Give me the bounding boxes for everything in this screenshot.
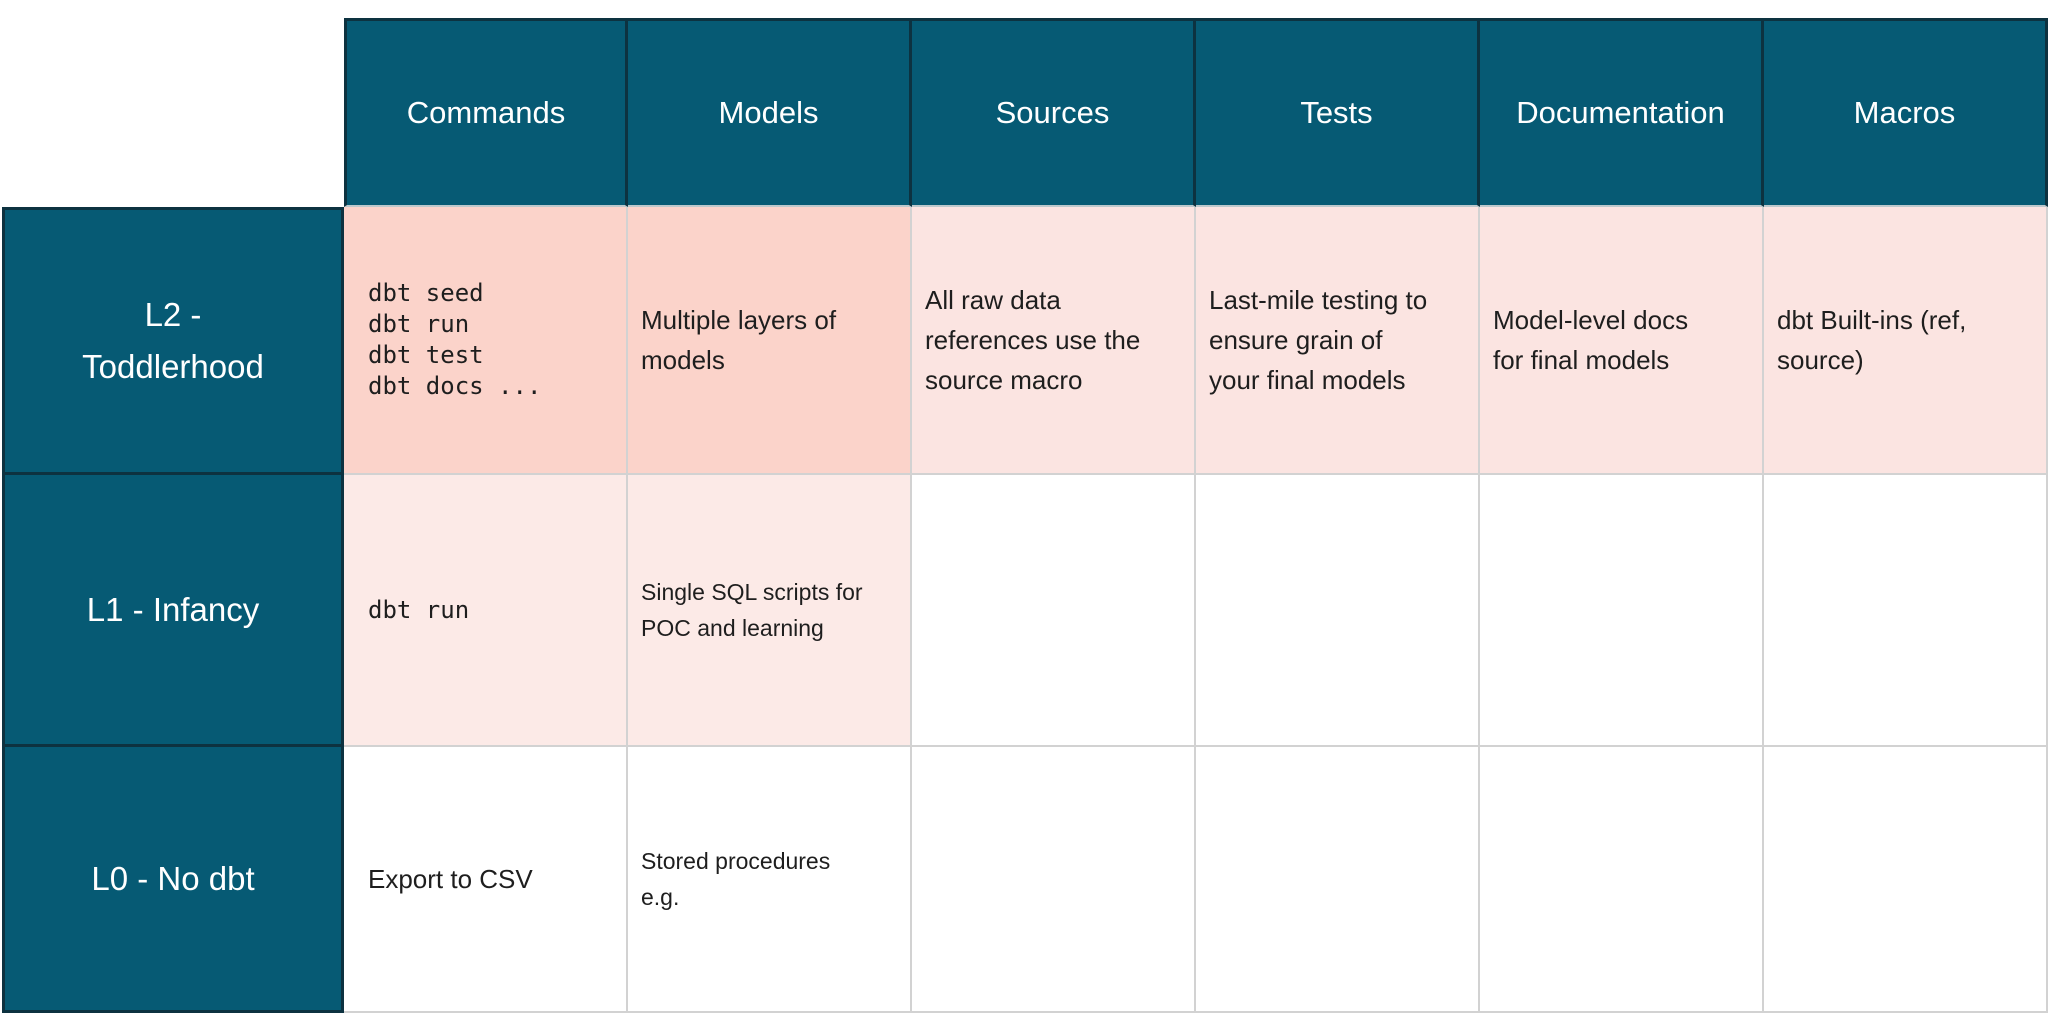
cell-text-line: Model-level docs: [1493, 305, 1689, 335]
cell-l1-macros: [1764, 475, 2048, 747]
cell-text-line: POC and learning: [641, 615, 824, 641]
cell-l2-documentation: Model-level docs for final models: [1480, 207, 1764, 475]
cell-text-line: ensure grain of: [1209, 325, 1383, 355]
cell-text-line: dbt run: [368, 310, 470, 338]
cell-text-line: e.g.: [641, 884, 680, 910]
cell-l1-documentation: [1480, 475, 1764, 747]
cell-text-line: source): [1777, 345, 1864, 375]
row-label-l0-no-dbt: L0 - No dbt: [2, 747, 344, 1013]
cell-l2-macros: dbt Built-ins (ref, source): [1764, 207, 2048, 475]
cell-l1-models: Single SQL scripts for POC and learning: [628, 475, 912, 747]
cell-l0-macros: [1764, 747, 2048, 1013]
cell-text-line: dbt seed: [368, 279, 484, 307]
cell-text-line: dbt run: [368, 595, 470, 624]
cell-text-line: for final models: [1493, 345, 1670, 375]
cell-text-line: All raw data: [925, 285, 1061, 315]
row-label-line: L2 -: [144, 296, 202, 333]
cell-text-line: references use the: [925, 325, 1141, 355]
row-label-line: L0 - No dbt: [91, 859, 255, 897]
cell-l2-models: Multiple layers of models: [628, 207, 912, 475]
column-header-commands: Commands: [344, 18, 628, 207]
cell-l1-sources: [912, 475, 1196, 747]
column-header-documentation: Documentation: [1480, 18, 1764, 207]
cell-text-line: Multiple layers of: [641, 305, 837, 335]
cell-text-line: Last-mile testing to: [1209, 285, 1428, 315]
column-header-sources: Sources: [912, 18, 1196, 207]
cell-text-line: dbt docs ...: [368, 372, 542, 400]
cell-text-line: models: [641, 345, 725, 375]
cell-text-line: source macro: [925, 365, 1083, 395]
cell-l0-documentation: [1480, 747, 1764, 1013]
corner-spacer: [2, 18, 344, 207]
cell-l0-commands: Export to CSV: [344, 747, 628, 1013]
cell-l2-tests: Last-mile testing to ensure grain of your …: [1196, 207, 1480, 475]
cell-text-line: Stored procedures: [641, 848, 831, 874]
cell-text-line: Export to CSV: [368, 864, 533, 894]
cell-l0-tests: [1196, 747, 1480, 1013]
cell-l0-sources: [912, 747, 1196, 1013]
cell-l2-sources: All raw data references use the source mac…: [912, 207, 1196, 475]
row-label-l1-infancy: L1 - Infancy: [2, 475, 344, 747]
cell-l2-commands: dbt seed dbt run dbt test dbt docs ...: [344, 207, 628, 475]
column-header-models: Models: [628, 18, 912, 207]
row-label-line: Toddlerhood: [82, 348, 264, 385]
row-label-line: L1 - Infancy: [86, 590, 260, 628]
cell-l1-tests: [1196, 475, 1480, 747]
column-header-tests: Tests: [1196, 18, 1480, 207]
cell-text-line: dbt test: [368, 341, 484, 369]
cell-text-line: dbt Built-ins (ref,: [1777, 305, 1967, 335]
cell-l1-commands: dbt run: [344, 475, 628, 747]
column-header-macros: Macros: [1764, 18, 2048, 207]
cell-text-line: Single SQL scripts for: [641, 579, 863, 605]
cell-l0-models: Stored procedures e.g.: [628, 747, 912, 1013]
maturity-table: Commands Models Sources Tests Documentation M…: [2, 18, 2048, 1013]
cell-text-line: your final models: [1209, 365, 1406, 395]
row-label-l2-toddlerhood: L2 - Toddlerhood: [2, 207, 344, 475]
